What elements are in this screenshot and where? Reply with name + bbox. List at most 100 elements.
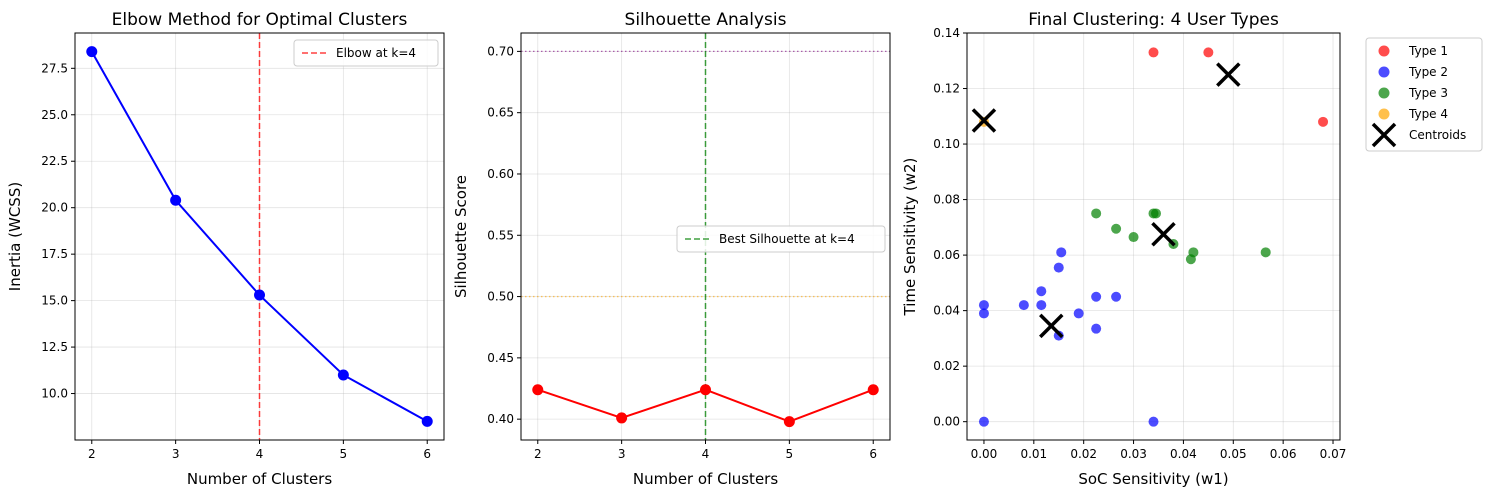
scatter-point [978, 300, 989, 311]
scatter-point [1203, 47, 1214, 58]
scatter-point [978, 416, 989, 427]
legend-box [1365, 37, 1483, 152]
legend-marker-swatch [1378, 87, 1390, 99]
y-tick-label: 10.0 [41, 387, 68, 401]
scatter-point [1148, 416, 1159, 427]
y-axis-label: Inertia (WCSS) [6, 182, 24, 291]
centroid-stroke [1151, 222, 1176, 247]
centroid-marker [1151, 222, 1176, 247]
scatter-point [1128, 232, 1139, 243]
y-tick-label: 0.08 [933, 193, 960, 207]
y-axis-label: Silhouette Score [452, 175, 470, 298]
y-tick-label: 0.70 [487, 44, 514, 58]
y-tick-label: 0.60 [487, 167, 514, 181]
y-tick-label: 22.5 [41, 154, 68, 168]
data-point [421, 415, 433, 427]
scatter-point [1073, 308, 1084, 319]
x-tick-label: 6 [423, 447, 431, 461]
legend-box [676, 225, 886, 253]
scatter-point [1018, 300, 1029, 311]
x-tick-label: 5 [340, 447, 348, 461]
legend-label: Best Silhouette at k=4 [719, 232, 855, 246]
clustering-scatter-chart: 0.00 0.01 0.02 0.03 0.04 0.05 0.06 0.07 0.00 0.02… [901, 10, 1483, 488]
x-tick-label: 0.06 [1270, 447, 1297, 461]
scatter-point [1148, 47, 1159, 58]
x-tick-label: 0.05 [1220, 447, 1247, 461]
legend-label: Type 3 [1408, 86, 1448, 100]
elbow-chart: 2 3 4 5 6 10.0 12.5 15.0 17.5 20.0 22.5 25.0 27.5 Elb… [6, 10, 445, 488]
y-tick-label: 27.5 [41, 61, 68, 75]
y-tick-label: 25.0 [41, 108, 68, 122]
scatter-point [1318, 116, 1329, 127]
x-tick-label: 3 [172, 447, 180, 461]
x-axis-label: Number of Clusters [187, 470, 332, 488]
legend-marker-swatch [1378, 108, 1390, 120]
scatter-point [978, 308, 989, 319]
legend-label: Elbow at k=4 [336, 46, 416, 60]
y-tick-label: 12.5 [41, 340, 68, 354]
data-point [783, 416, 795, 428]
legend-marker-swatch [1378, 66, 1390, 78]
chart-title: Final Clustering: 4 User Types [1028, 10, 1279, 30]
legend-marker-swatch [1371, 122, 1397, 148]
silhouette-chart: 2 3 4 5 6 0.40 0.45 0.50 0.55 0.60 0.65 0.70 Silhoue… [452, 10, 891, 488]
scatter-point [1036, 300, 1047, 311]
x-tick-label: 0.02 [1070, 447, 1097, 461]
data-point [170, 194, 182, 206]
y-tick-label: 0.00 [933, 415, 960, 429]
x-tick-label: 0.04 [1170, 447, 1197, 461]
centroid-marker [1039, 313, 1064, 339]
scatter-point [1091, 323, 1102, 334]
data-point [700, 384, 711, 396]
data-point [532, 384, 544, 396]
scatter-point [1188, 247, 1199, 258]
y-tick-label: 0.04 [933, 304, 960, 318]
data-point [616, 412, 628, 424]
legend-label: Type 2 [1408, 65, 1448, 79]
legend-label: Type 1 [1408, 44, 1448, 58]
y-tick-label: 0.50 [487, 290, 514, 304]
x-axis-label: Number of Clusters [633, 470, 778, 488]
x-tick-label: 4 [702, 447, 710, 461]
data-point [254, 289, 265, 301]
centroid-stroke [1216, 62, 1241, 87]
x-tick-label: 0.00 [971, 447, 998, 461]
y-tick-label: 0.14 [933, 26, 960, 40]
x-tick-label: 6 [869, 447, 877, 461]
y-tick-label: 0.12 [933, 82, 960, 96]
data-point [86, 46, 98, 58]
scatter-point [1111, 291, 1122, 302]
scatter-point [1111, 223, 1122, 234]
data-point [867, 384, 879, 396]
legend-label: Type 4 [1408, 107, 1448, 121]
plot-frame [74, 32, 445, 441]
y-axis-label: Time Sensitivity (w2) [901, 158, 919, 317]
y-tick-label: 0.55 [487, 228, 514, 242]
x-axis-label: SoC Sensitivity (w1) [1078, 470, 1228, 488]
x-tick-label: 4 [256, 447, 264, 461]
data-point [337, 369, 349, 381]
chart-title: Elbow Method for Optimal Clusters [112, 10, 408, 30]
x-tick-label: 0.07 [1320, 447, 1347, 461]
chart-title: Silhouette Analysis [625, 10, 787, 30]
scatter-point [1053, 262, 1064, 273]
y-tick-label: 20.0 [41, 201, 68, 215]
legend-box [293, 39, 439, 67]
y-tick-label: 0.02 [933, 359, 960, 373]
legend-marker-swatch [1378, 45, 1390, 57]
y-tick-label: 0.65 [487, 106, 514, 120]
y-tick-label: 0.10 [933, 137, 960, 151]
centroid-stroke [971, 108, 997, 133]
scatter-point [1036, 286, 1047, 297]
x-tick-label: 0.03 [1120, 447, 1147, 461]
y-tick-label: 15.0 [41, 294, 68, 308]
legend-label: Centroids [1409, 128, 1466, 142]
y-tick-label: 17.5 [41, 247, 68, 261]
centroid-stroke [1039, 313, 1064, 339]
plot-frame [966, 32, 1341, 441]
y-tick-label: 0.45 [487, 351, 514, 365]
scatter-point [1091, 208, 1102, 219]
centroid-marker [971, 108, 997, 133]
scatter-point [1260, 247, 1271, 258]
